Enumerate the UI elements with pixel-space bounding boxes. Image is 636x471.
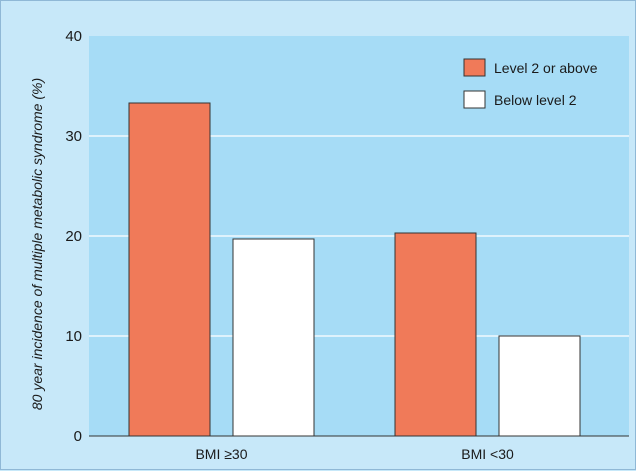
x-category-label: BMI ≥30 [195, 446, 247, 462]
bar-below-level2-0 [232, 238, 315, 437]
y-tick-label: 20 [65, 228, 82, 245]
y-tick-label: 30 [65, 128, 82, 145]
bar-level2-above-1 [394, 232, 477, 437]
y-axis-ticks: 0 10 20 30 40 [65, 28, 82, 445]
y-axis-label: 80 year incidence of multiple metabolic … [29, 78, 45, 410]
legend-label: Level 2 or above [494, 60, 598, 76]
bar-below-level2-1 [498, 335, 581, 437]
y-tick-label: 0 [74, 428, 82, 445]
legend-swatch [463, 58, 486, 77]
bars [128, 102, 581, 437]
bar-level2-above-0 [128, 102, 211, 437]
x-category-label: BMI <30 [461, 446, 514, 462]
x-axis-categories: BMI ≥30 BMI <30 [195, 446, 513, 462]
y-tick-label: 10 [65, 328, 82, 345]
legend: Level 2 or above Below level 2 [463, 58, 598, 109]
legend-label: Below level 2 [494, 92, 577, 108]
legend-swatch [463, 90, 486, 109]
y-tick-label: 40 [65, 28, 82, 45]
